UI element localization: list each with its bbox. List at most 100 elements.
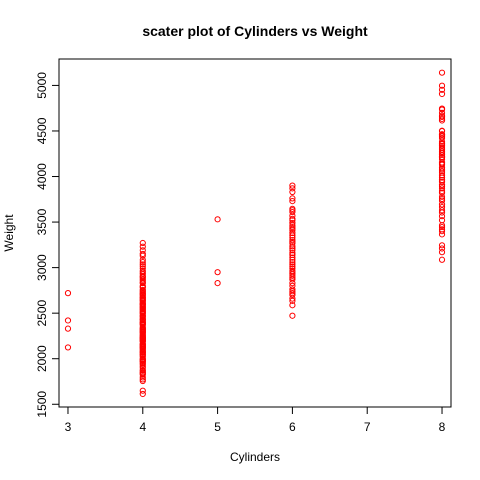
data-point xyxy=(289,208,296,216)
data-point xyxy=(139,256,146,263)
data-point xyxy=(289,238,296,246)
data-point xyxy=(438,156,446,163)
data-point xyxy=(438,245,446,252)
data-point xyxy=(438,185,446,192)
x-axis: 3 4 5 6 7 8 xyxy=(65,407,446,434)
data-point xyxy=(289,286,296,293)
data-point xyxy=(289,282,296,289)
data-point xyxy=(64,344,72,351)
data-point xyxy=(289,290,296,297)
data-point xyxy=(289,182,296,189)
data-point xyxy=(289,263,296,270)
data-point xyxy=(139,286,146,294)
x-tick-label: 4 xyxy=(139,420,146,434)
x-tick-label: 5 xyxy=(214,420,221,434)
data-point xyxy=(139,390,146,398)
data-point xyxy=(289,265,296,272)
data-points xyxy=(64,69,446,398)
x-axis-label: Cylinders xyxy=(230,450,280,464)
data-point xyxy=(289,195,296,202)
data-point xyxy=(438,204,446,211)
y-tick-label: 3000 xyxy=(35,254,49,281)
data-point xyxy=(139,259,146,266)
data-point xyxy=(139,243,146,250)
data-point xyxy=(438,256,446,263)
data-point xyxy=(438,112,446,119)
data-point xyxy=(438,197,446,204)
data-point xyxy=(289,261,296,268)
y-tick-label: 2000 xyxy=(35,345,49,372)
data-point xyxy=(139,265,146,272)
y-tick-label: 1500 xyxy=(35,391,49,418)
data-point xyxy=(438,217,446,224)
data-point xyxy=(438,213,446,220)
data-point xyxy=(438,131,446,138)
y-axis-label: Weight xyxy=(2,214,16,252)
data-point xyxy=(438,90,446,98)
data-point xyxy=(64,325,72,332)
y-tick-label: 4500 xyxy=(35,117,49,144)
data-point xyxy=(289,251,296,259)
data-point xyxy=(438,105,446,112)
data-point xyxy=(438,69,446,76)
data-point xyxy=(139,387,146,394)
data-point xyxy=(438,172,446,179)
data-point xyxy=(289,225,296,233)
y-tick-label: 5000 xyxy=(35,72,49,99)
data-point xyxy=(289,254,296,261)
data-point xyxy=(438,189,446,197)
data-point xyxy=(289,229,296,237)
data-point xyxy=(289,243,296,250)
data-point xyxy=(438,228,446,235)
data-point xyxy=(139,267,146,274)
data-point xyxy=(438,195,446,202)
data-point xyxy=(139,247,146,254)
data-point xyxy=(289,302,296,309)
data-point xyxy=(289,297,296,304)
data-point xyxy=(289,219,296,227)
data-point xyxy=(438,142,446,150)
data-point xyxy=(289,249,296,257)
y-tick-label: 2500 xyxy=(35,299,49,326)
data-point xyxy=(139,239,146,247)
plot-frame xyxy=(58,58,452,408)
y-axis: 1500 2000 2500 3000 3500 4000 4500 5000 xyxy=(35,72,59,418)
data-point xyxy=(139,261,146,268)
data-point xyxy=(438,167,446,175)
y-tick-label: 3500 xyxy=(35,208,49,235)
data-point xyxy=(438,223,446,231)
data-point xyxy=(438,82,446,89)
data-point xyxy=(289,267,296,274)
data-point xyxy=(64,317,72,324)
y-tick-label: 4000 xyxy=(35,163,49,190)
data-point xyxy=(214,216,221,223)
data-point xyxy=(438,226,446,233)
data-point xyxy=(289,247,296,254)
data-point xyxy=(438,176,446,184)
data-point xyxy=(438,178,446,186)
data-point xyxy=(438,193,446,200)
data-point xyxy=(438,144,446,152)
data-point xyxy=(289,234,296,241)
data-point xyxy=(438,249,446,256)
data-point xyxy=(438,86,446,93)
data-point xyxy=(139,263,146,270)
data-point xyxy=(139,355,146,362)
data-point xyxy=(438,242,446,249)
data-point xyxy=(438,115,446,122)
data-point xyxy=(289,215,296,222)
data-point xyxy=(289,223,296,231)
chart-title: scater plot of Cylinders vs Weight xyxy=(142,23,368,39)
data-point xyxy=(64,290,72,297)
data-point xyxy=(289,198,296,205)
data-point xyxy=(214,280,221,287)
data-point xyxy=(438,207,446,214)
data-point xyxy=(289,188,296,196)
x-tick-label: 3 xyxy=(65,420,72,434)
data-point xyxy=(438,109,446,116)
x-tick-label: 7 xyxy=(364,420,371,434)
data-point xyxy=(289,185,296,192)
data-point xyxy=(139,250,146,258)
